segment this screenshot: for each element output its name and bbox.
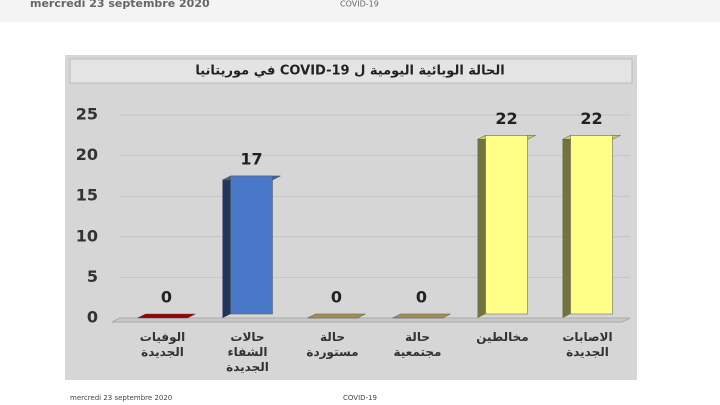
y-tick-label: 5 <box>87 267 98 286</box>
value-label: 22 <box>495 109 517 128</box>
y-tick-label: 0 <box>87 308 98 327</box>
bar-side <box>477 135 486 318</box>
x-tick-label: الوفيات الجديدة <box>139 330 186 359</box>
bar-top <box>137 313 196 319</box>
header-date: mercredi 23 septembre 2020 <box>30 0 210 10</box>
value-label: 0 <box>331 288 342 307</box>
x-tick-label: حالة مستوردة <box>306 330 359 359</box>
chart-title: الحالة الوبائية اليومية ل COVID-19 في مو… <box>195 64 504 79</box>
y-tick-label: 20 <box>76 145 98 164</box>
bar-top <box>307 313 366 319</box>
bar-side <box>562 135 571 318</box>
x-tick-label: حالة مجتمعية <box>393 330 442 359</box>
bar <box>485 135 528 315</box>
footer-date: mercredi 23 septembre 2020 <box>70 394 172 402</box>
chart-frame <box>65 55 637 380</box>
value-label: 17 <box>240 149 262 168</box>
title-bar <box>69 58 633 84</box>
footer-topic: COVID-19 <box>343 394 377 402</box>
value-label: 0 <box>161 288 172 307</box>
bar <box>230 175 273 315</box>
y-tick-label: 15 <box>76 186 98 205</box>
y-tick-label: 25 <box>76 105 98 124</box>
value-label: 22 <box>580 109 602 128</box>
value-label: 0 <box>416 288 427 307</box>
bar-top <box>392 313 451 319</box>
y-tick-label: 10 <box>76 226 98 245</box>
bar <box>570 135 613 315</box>
header-topic: COVID-19 <box>340 0 379 9</box>
bar-side <box>222 175 231 318</box>
floor <box>111 317 631 323</box>
x-tick-label: مخالطين <box>476 330 529 344</box>
x-tick-label: حالات الشفاء الجديدة <box>226 330 269 374</box>
x-tick-label: الاصابات الجديدة <box>562 330 613 359</box>
header-band <box>0 0 720 22</box>
